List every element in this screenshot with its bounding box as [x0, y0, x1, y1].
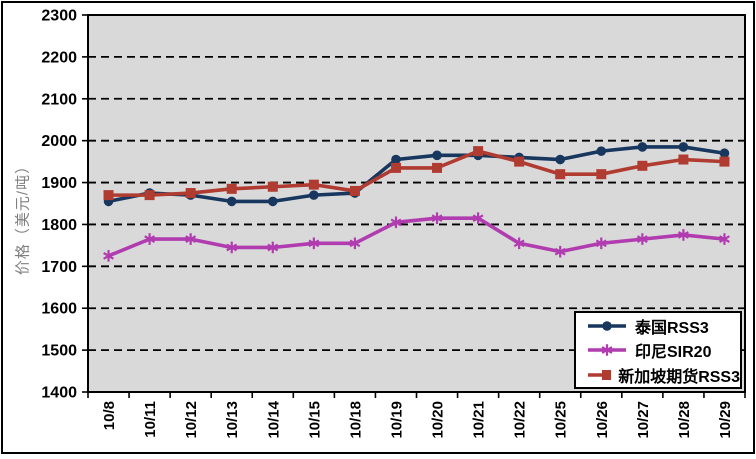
- legend-marker-circle-icon: [588, 320, 626, 331]
- y-tick-label: 1600: [41, 301, 77, 318]
- data-point-asterisk: [554, 245, 566, 258]
- data-point-square: [637, 160, 648, 171]
- x-tick-label: 10/13: [224, 401, 241, 439]
- data-point-square: [719, 156, 730, 167]
- x-tick-label: 10/29: [717, 401, 734, 439]
- data-point-asterisk: [513, 237, 525, 250]
- data-point-square: [390, 162, 401, 173]
- data-point-asterisk: [185, 233, 197, 245]
- data-point-circle: [391, 154, 401, 165]
- data-point-square: [473, 146, 484, 157]
- legend-label: 新加坡期货RSS3: [618, 368, 740, 386]
- data-point-asterisk: [226, 241, 238, 254]
- data-point-circle: [596, 146, 607, 156]
- legend-item-indonesia-sir20: 印尼SIR20: [586, 338, 740, 362]
- data-point-asterisk: [595, 237, 607, 250]
- data-point-asterisk: [431, 212, 443, 224]
- x-tick-label: 10/19: [388, 401, 405, 439]
- x-tick-label: 10/21: [471, 401, 488, 439]
- data-point-circle: [637, 142, 648, 152]
- legend-marker-square-icon: [588, 369, 612, 380]
- data-point-asterisk: [349, 237, 361, 250]
- data-point-asterisk: [144, 233, 156, 245]
- y-tick-label: 2000: [41, 133, 77, 150]
- x-tick-label: 10/25: [553, 401, 570, 439]
- x-tick-label: 10/11: [142, 401, 159, 438]
- data-point-square: [103, 190, 114, 201]
- data-point-square: [596, 169, 607, 180]
- x-tick-label: 10/20: [430, 401, 447, 439]
- x-tick-label: 10/27: [635, 401, 652, 439]
- data-point-asterisk: [719, 233, 730, 245]
- data-point-circle: [719, 148, 730, 159]
- data-point-square: [144, 190, 155, 201]
- data-point-circle: [678, 142, 689, 152]
- data-point-square: [308, 179, 319, 190]
- series-line: [106, 145, 727, 204]
- data-point-asterisk: [390, 216, 402, 229]
- data-point-square: [226, 183, 237, 194]
- x-tick-label: 10/22: [512, 401, 529, 439]
- data-point-square: [349, 185, 360, 196]
- data-point-square: [602, 369, 612, 380]
- legend-item-thailand-rss3: 泰国RSS3: [586, 314, 740, 338]
- y-tick-label: 1900: [41, 175, 77, 192]
- y-tick-label: 1400: [41, 385, 77, 402]
- y-tick-label: 2200: [41, 49, 77, 66]
- data-point-asterisk: [636, 233, 648, 245]
- y-tick-label: 2100: [41, 91, 77, 108]
- data-point-square: [678, 154, 689, 165]
- data-point-circle: [432, 150, 442, 161]
- y-axis-title: 价格（美元/吨）: [14, 157, 32, 276]
- data-point-circle: [555, 154, 566, 165]
- data-point-circle: [226, 196, 237, 207]
- plot-border: [87, 14, 746, 393]
- data-point-asterisk: [472, 212, 484, 224]
- series-line: [106, 216, 727, 258]
- y-tick-label: 1800: [41, 217, 77, 234]
- data-point-circle: [309, 190, 319, 200]
- x-tick-label: 10/28: [676, 401, 693, 439]
- data-point-square: [514, 156, 525, 167]
- x-tick-label: 10/26: [594, 401, 611, 439]
- y-tick-label: 2300: [41, 8, 77, 25]
- x-tick-label: 10/12: [183, 401, 200, 439]
- data-point-circle: [267, 196, 278, 207]
- series-新加坡期货RSS3: [103, 146, 730, 201]
- legend-item-singapore-futures-rss3: 新加坡期货RSS3: [586, 363, 740, 387]
- y-tick-label: 1500: [41, 343, 77, 360]
- x-tick-label: 10/15: [306, 401, 323, 439]
- data-point-asterisk: [267, 241, 279, 254]
- data-point-circle: [602, 320, 612, 331]
- data-point-asterisk: [677, 229, 689, 241]
- series-印尼SIR20: [103, 212, 730, 262]
- data-point-asterisk: [103, 250, 114, 262]
- data-point-square: [555, 169, 566, 180]
- y-tick-label: 1700: [41, 259, 77, 276]
- data-point-asterisk: [601, 344, 613, 356]
- legend-marker-asterisk-icon: [588, 344, 626, 356]
- data-point-square: [267, 181, 278, 192]
- series-line: [106, 149, 727, 197]
- x-tick-label: 10/14: [265, 400, 282, 438]
- legend: 泰国RSS3 印尼SIR20 新加坡期货RSS3: [574, 311, 742, 389]
- x-tick-label: 10/18: [347, 401, 364, 439]
- data-point-square: [432, 162, 443, 173]
- x-tick-label: 10/8: [101, 401, 118, 430]
- data-point-asterisk: [308, 237, 320, 250]
- legend-label: 印尼SIR20: [635, 344, 712, 361]
- legend-label: 泰国RSS3: [635, 319, 709, 337]
- data-point-square: [185, 188, 196, 199]
